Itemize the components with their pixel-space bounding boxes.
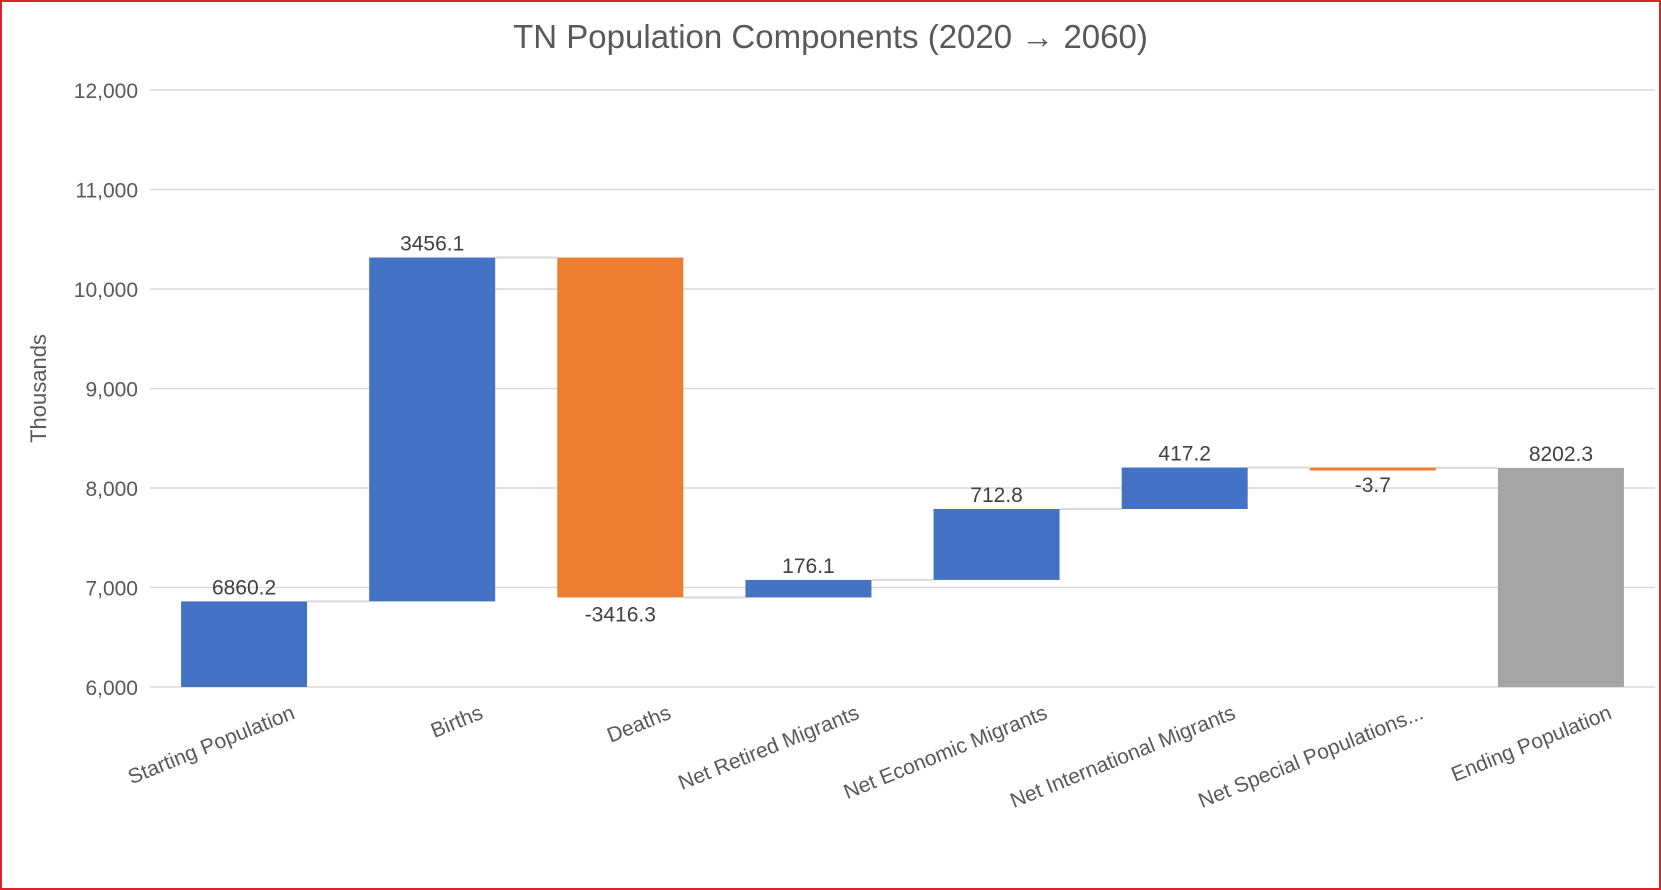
bar-net-special-populations xyxy=(1309,467,1436,471)
data-label: 712.8 xyxy=(970,484,1023,507)
data-label: 6860.2 xyxy=(212,576,276,599)
x-tick-label: Starting Population xyxy=(125,701,298,789)
y-tick-label: 6,000 xyxy=(85,677,138,700)
bar-births xyxy=(369,257,496,602)
data-label: 176.1 xyxy=(782,555,835,578)
bar-starting-population xyxy=(181,601,308,687)
data-label: 417.2 xyxy=(1158,442,1211,465)
y-tick-label: 7,000 xyxy=(85,578,138,601)
data-label: 3456.1 xyxy=(400,233,464,256)
data-label: -3.7 xyxy=(1355,474,1391,497)
y-tick-label: 12,000 xyxy=(74,80,138,103)
y-axis-title: Thousands xyxy=(26,334,51,443)
x-tick-label: Ending Population xyxy=(1448,701,1615,786)
bar-deaths xyxy=(557,257,684,598)
x-tick-label: Deaths xyxy=(604,701,674,747)
chart-title: TN Population Components (2020 → 2060) xyxy=(513,18,1148,55)
bar-ending-population xyxy=(1497,467,1624,687)
y-tick-label: 10,000 xyxy=(74,279,138,302)
y-tick-label: 8,000 xyxy=(85,478,138,501)
x-tick-label: Births xyxy=(428,701,486,742)
x-tick-label: Net Retired Migrants xyxy=(675,701,862,794)
bar-net-economic-migrants xyxy=(933,509,1060,580)
y-tick-label: 9,000 xyxy=(85,379,138,402)
bar-net-international-migrants xyxy=(1121,467,1248,510)
data-label: -3416.3 xyxy=(585,603,656,626)
bar-net-retired-migrants xyxy=(745,579,872,598)
data-label: 8202.3 xyxy=(1529,443,1593,466)
y-tick-label: 11,000 xyxy=(75,180,138,203)
